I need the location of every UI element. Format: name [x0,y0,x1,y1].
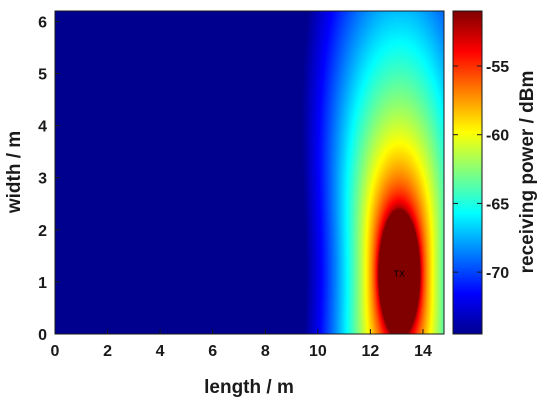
colorbar-label: receiving power / dBm [517,71,538,274]
colorbar-ticks: -55 -60 -65 -70 [453,59,509,282]
colorbar-scale [452,10,483,335]
x-tick-label: 4 [156,343,165,360]
colorbar-tick-label: -70 [486,265,509,282]
y-tick-label: 2 [38,223,47,240]
x-tick-label: 0 [51,343,60,360]
x-tick-label: 6 [208,343,217,360]
y-tick-label: 5 [38,67,47,84]
colorbar-tick-label: -60 [486,128,509,145]
x-tick-label: 14 [414,343,432,360]
y-tick-label: 6 [38,14,47,31]
y-tick-label: 4 [38,119,47,136]
x-tick-label: 12 [362,343,380,360]
x-tick-label: 2 [103,343,112,360]
heatmap-plot-area [54,10,445,335]
heatmap-surface [55,11,444,334]
x-axis: 0 2 4 6 8 10 12 14 [51,329,432,360]
y-axis-label: width / m [4,131,25,214]
y-tick-label: 1 [38,275,47,292]
y-tick-label: 3 [38,171,47,188]
colorbar: -55 -60 -65 -70 [452,10,509,335]
x-tick-label: 8 [261,343,270,360]
y-axis: 0 1 2 3 4 5 6 [38,14,60,344]
y-tick-label: 0 [38,327,47,344]
x-axis-label: length / m [204,377,294,398]
transmitter-label: TX [394,269,406,279]
x-tick-label: 10 [309,343,327,360]
colorbar-tick-label: -65 [486,196,509,213]
colorbar-tick-label: -55 [486,59,509,76]
plot-frame [54,10,445,335]
